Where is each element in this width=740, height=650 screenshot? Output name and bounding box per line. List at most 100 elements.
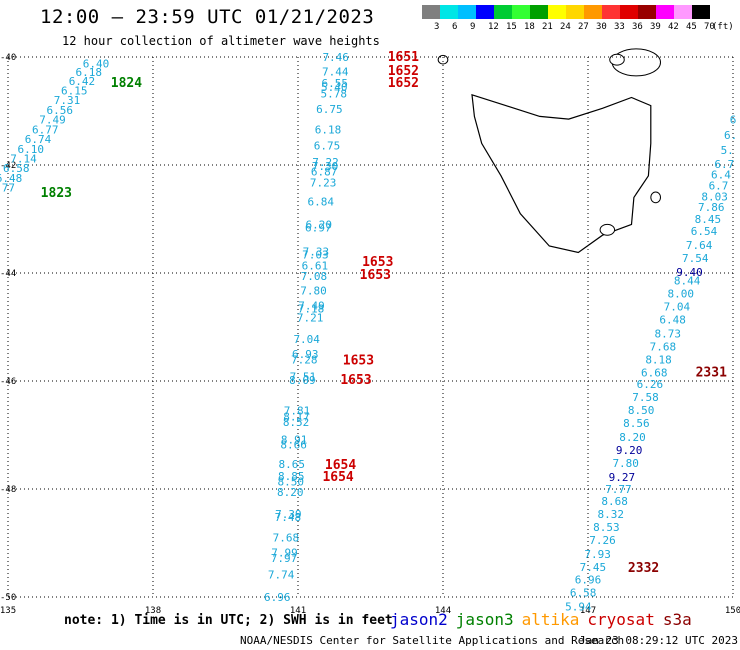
colorbar-swatch (692, 5, 710, 19)
wave-height-label: 6.20 (306, 218, 333, 231)
wave-height-label: 6.48 (659, 313, 686, 326)
wave-height-label: 6.40 (83, 57, 110, 70)
pass-label: 1654 (322, 470, 353, 485)
wave-height-label: 6.42 (69, 75, 96, 88)
wave-height-label: 6.55 (321, 77, 348, 90)
units-note: note: 1) Time is in UTC; 2) SWH is in fe… (64, 613, 393, 628)
colorbar-tick-label: 15 (506, 22, 517, 32)
colorbar-tick-label: 45 (686, 22, 697, 32)
wave-height-label: 6.97 (305, 222, 332, 235)
wave-height-label: 7.99 (271, 547, 298, 560)
wave-height-label: 7.93 (584, 548, 611, 561)
wave-height-label: 8.18 (645, 353, 672, 366)
colorbar-tick-label: 21 (542, 22, 553, 32)
colorbar-swatch (674, 5, 692, 19)
wave-height-label: 7.81 (284, 405, 311, 418)
colorbar-tick-label: 42 (668, 22, 679, 32)
wave-height-label: 7.49 (298, 299, 325, 312)
generated-timestamp: Jan 23 08:29:12 UTC 2023 (579, 634, 738, 647)
colorbar-tick-label: 33 (614, 22, 625, 32)
pass-label: 1652 (388, 76, 419, 91)
wave-height-label: 5. (721, 144, 734, 157)
wave-height-label: 6.75 (316, 103, 343, 116)
pass-label: 1824 (111, 76, 142, 91)
colorbar-unit: (ft) (712, 22, 734, 32)
wave-height-label: 6.48 (0, 172, 22, 185)
island-outline (609, 53, 625, 66)
wave-height-label: 6.10 (17, 143, 44, 156)
wave-height-label: 7.44 (322, 66, 349, 79)
island-outline (437, 54, 449, 65)
wave-height-label: 8.53 (593, 521, 620, 534)
wave-height-label: 8.03 (701, 190, 728, 203)
pass-label: 1823 (41, 186, 72, 201)
wave-height-label: 7.39 (275, 508, 302, 521)
wave-height-label: 6.18 (315, 123, 342, 136)
colorbar-swatch (566, 5, 584, 19)
wave-height-label: 7.23 (310, 176, 337, 189)
wave-height-label: 7.22 (312, 156, 339, 169)
lon-tick-label: 147 (580, 606, 596, 616)
wave-height-label: 8.44 (674, 275, 701, 288)
lat-tick-label: -44 (0, 269, 16, 279)
wave-height-label: 8.68 (601, 495, 628, 508)
lon-tick-label: 141 (290, 606, 306, 616)
wave-height-label: 6.7 (709, 180, 729, 193)
wave-height-label: 7.68 (650, 340, 677, 353)
colorbar-tick-label: 27 (578, 22, 589, 32)
pass-label: 1654 (325, 458, 356, 473)
wave-height-label: 6.77 (0, 182, 15, 195)
pass-label: 1653 (343, 353, 374, 368)
wave-height-label: 7.74 (268, 568, 295, 581)
pass-label: 1653 (340, 373, 371, 388)
colorbar-swatch (422, 5, 440, 19)
colorbar-tick-label: 36 (632, 22, 643, 32)
wave-height-label: 7.58 (632, 391, 659, 404)
wave-height-label: 7.03 (302, 249, 329, 262)
wave-height-label: 6.87 (311, 165, 338, 178)
credit-text: NOAA/NESDIS Center for Satellite Applica… (240, 634, 625, 647)
wave-height-label: 6.26 (637, 378, 664, 391)
wave-height-label: 7.45 (580, 561, 607, 574)
wave-height-label: 6.7 (714, 158, 734, 171)
pass-label: 1653 (360, 268, 391, 283)
wave-height-label: 6. (724, 129, 737, 142)
colorbar-tick-label: 9 (470, 22, 476, 32)
wave-height-label: 7.51 (290, 371, 317, 384)
wave-height-label: 6.96 (575, 574, 602, 587)
colorbar-swatch (620, 5, 638, 19)
wave-height-label: 7.30 (312, 160, 339, 173)
colorbar-tick-label: 18 (524, 22, 535, 32)
colorbar-tick-label: 6 (452, 22, 458, 32)
satellite-legend-item: jason2 (390, 610, 448, 629)
wave-height-label: 8.73 (655, 327, 682, 340)
wave-height-label: 8.20 (277, 486, 304, 499)
wave-height-label: 6.15 (61, 84, 88, 97)
pass-label: 2331 (696, 365, 727, 380)
wave-height-label: 8.09 (289, 374, 316, 387)
pass-label: 1653 (362, 255, 393, 270)
wave-height-label: 7.80 (612, 457, 639, 470)
wave-height-label: 6.4 (711, 169, 731, 182)
satellite-legend: jason2 jason3 altika cryosat s3a (390, 610, 700, 629)
wave-height-label: 7.97 (271, 552, 298, 565)
wave-height-label: 7.49 (39, 114, 66, 127)
lat-tick-label: -50 (0, 593, 16, 603)
colorbar-tick-label: 24 (560, 22, 571, 32)
wave-height-label: 7.54 (682, 252, 709, 265)
wave-height-label: 7.68 (273, 532, 300, 545)
page-title: 12:00 – 23:59 UTC 01/21/2023 (40, 6, 375, 28)
wave-height-label: 5.78 (321, 88, 348, 101)
colorbar-swatch (656, 5, 674, 19)
colorbar-swatch (476, 5, 494, 19)
wave-height-label: 6.96 (264, 591, 291, 604)
wave-height-label: 8.32 (597, 508, 624, 521)
wave-height-label: 6.54 (691, 225, 718, 238)
pass-label: 2332 (628, 561, 659, 576)
colorbar-swatch (584, 5, 602, 19)
lon-tick-label: 144 (435, 606, 451, 616)
colorbar-swatch (638, 5, 656, 19)
wave-height-label: 8.00 (668, 288, 695, 301)
wave-height-label: 8.50 (628, 404, 655, 417)
wave-height-label: 6.77 (32, 123, 59, 136)
